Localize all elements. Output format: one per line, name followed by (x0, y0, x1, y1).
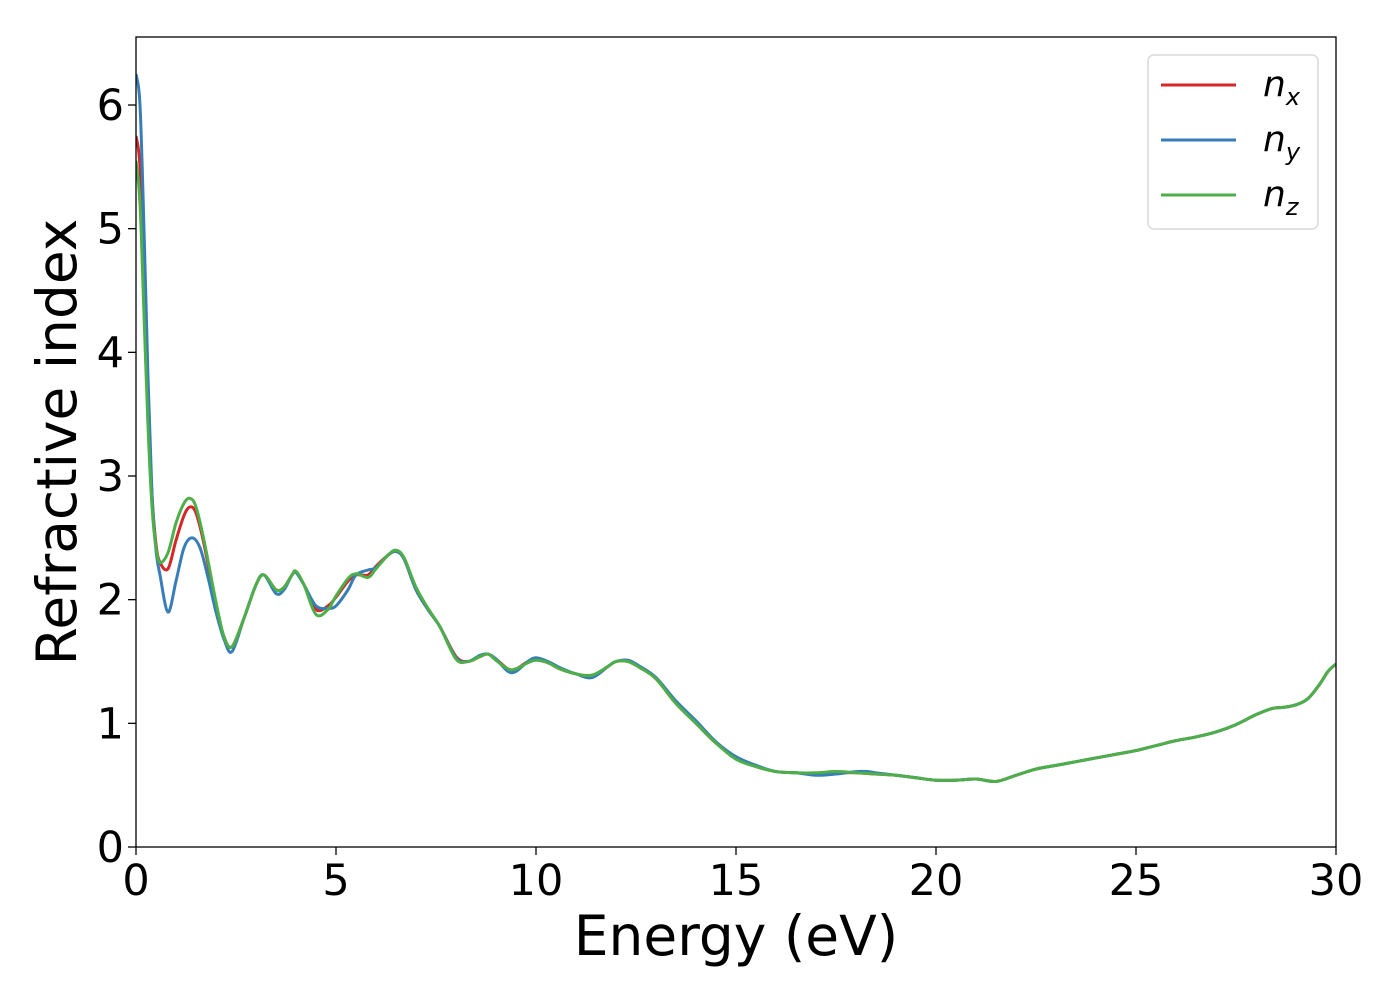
x-tick-label: 0 (122, 856, 149, 906)
x-tick-label: 5 (322, 856, 349, 906)
y-axis-label: Refractive index (25, 219, 89, 666)
y-tick-label: 1 (97, 699, 124, 749)
x-tick-label: 30 (1309, 856, 1364, 906)
y-tick-label: 0 (97, 823, 124, 873)
x-tick-label: 20 (909, 856, 964, 906)
legend-label-subscript: x (1285, 83, 1301, 111)
legend-label-x: nx (1263, 64, 1301, 111)
x-tick-label: 10 (509, 856, 564, 906)
x-axis-label: Energy (eV) (574, 904, 898, 968)
series-line-z (136, 160, 1336, 784)
plot-lines (136, 73, 1336, 784)
x-axis-ticks: 0 5 10 15 20 25 30 (122, 847, 1363, 906)
y-tick-label: 4 (97, 328, 124, 378)
y-tick-label: 6 (97, 81, 124, 131)
legend-label-z: nz (1263, 174, 1300, 221)
legend-label-main: n (1263, 119, 1286, 160)
legend-label-main: n (1263, 64, 1286, 105)
x-tick-label: 25 (1109, 856, 1164, 906)
legend-label-subscript: z (1285, 193, 1300, 221)
legend-label-main: n (1263, 174, 1286, 215)
legend-box (1147, 54, 1319, 230)
y-tick-label: 3 (97, 452, 124, 502)
legend-label-subscript: y (1285, 138, 1301, 166)
legend-label-y: ny (1263, 119, 1301, 166)
series-line-x (136, 135, 1336, 784)
x-tick-label: 15 (709, 856, 764, 906)
y-axis-ticks: 0 1 2 3 4 5 6 (97, 81, 136, 873)
y-tick-label: 2 (97, 576, 124, 626)
y-tick-label: 5 (97, 205, 124, 255)
